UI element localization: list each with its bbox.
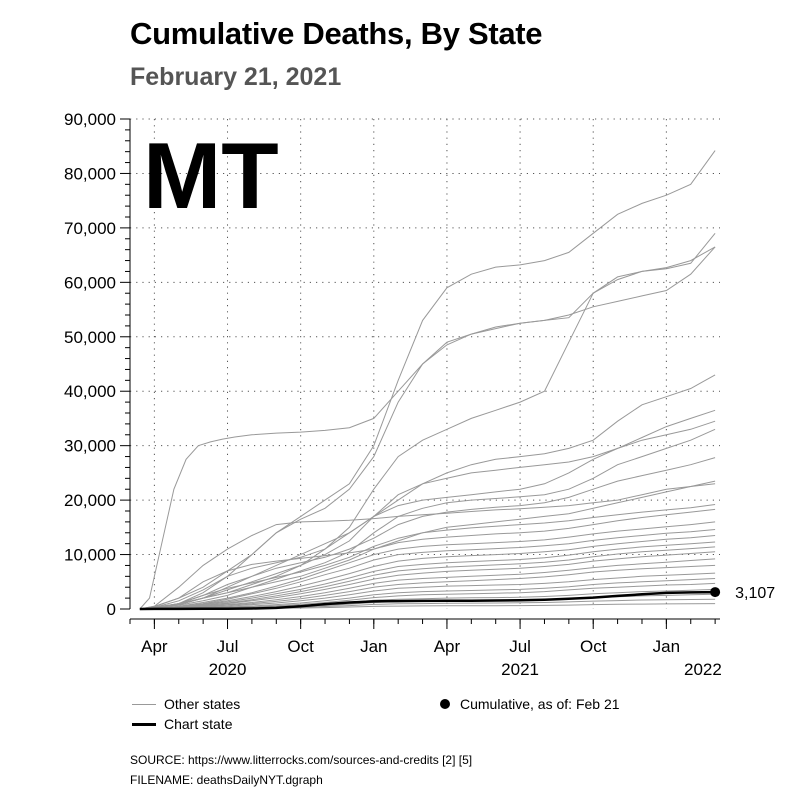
x-tick-label: Oct: [287, 637, 314, 656]
legend-dot-icon: [440, 699, 450, 709]
series-line-other-state: [139, 521, 716, 610]
x-tick-label: Jan: [653, 637, 680, 656]
series-line-other-state: [139, 374, 716, 610]
series-line-other-state: [139, 428, 716, 610]
series-line-other-state: [139, 457, 716, 610]
legend-chart-state: Chart state: [132, 716, 232, 732]
legend-cumulative: Cumulative, as of: Feb 21: [440, 696, 620, 712]
series-line-other-state: [139, 246, 716, 610]
legend-cumulative-label: Cumulative, as of: Feb 21: [460, 696, 620, 712]
footer-source: SOURCE: https://www.litterrocks.com/sour…: [130, 753, 473, 767]
series-line-other-state: [139, 558, 716, 610]
y-tick-label: 20,000: [64, 491, 116, 510]
series-line-other-state: [139, 420, 716, 610]
x-tick-label: Apr: [141, 637, 168, 656]
final-value-label: 3,107: [735, 585, 775, 602]
x-tick-label: Jul: [217, 637, 239, 656]
series-line-other-state: [139, 480, 716, 610]
x-year-label: 2020: [209, 660, 247, 679]
chart-title: Cumulative Deaths, By State: [130, 16, 543, 51]
legend-other-states: Other states: [132, 696, 240, 712]
y-tick-label: 60,000: [64, 273, 116, 292]
series-line-other-state: [139, 564, 716, 610]
y-tick-label: 80,000: [64, 164, 116, 183]
series-line-other-state: [139, 572, 716, 610]
y-tick-label: 0: [107, 600, 116, 619]
legend-chart-label: Chart state: [164, 716, 233, 732]
series-line-other-state: [139, 246, 716, 610]
series-line-other-state: [139, 504, 716, 610]
state-label: MT: [143, 123, 279, 228]
legend-chart-swatch: [132, 722, 156, 726]
x-year-label: 2021: [501, 660, 539, 679]
y-tick-label: 90,000: [64, 110, 116, 129]
series-line-other-state: [139, 551, 716, 610]
series-line-other-state: [139, 529, 716, 610]
series-line-other-state: [139, 546, 716, 610]
y-tick-label: 50,000: [64, 328, 116, 347]
series-line-chart-state: [139, 590, 716, 611]
series-line-other-state: [139, 483, 716, 610]
series-line-other-state: [139, 535, 716, 610]
x-tick-label: Oct: [580, 637, 607, 656]
y-tick-label: 30,000: [64, 437, 116, 456]
x-tick-label: Jul: [509, 637, 531, 656]
y-tick-label: 10,000: [64, 546, 116, 565]
y-tick-label: 40,000: [64, 382, 116, 401]
final-value-dot: [710, 587, 721, 598]
y-tick-label: 70,000: [64, 219, 116, 238]
chart-subtitle: February 21, 2021: [130, 63, 342, 91]
footer-filename: FILENAME: deathsDailyNYT.dgraph: [130, 773, 323, 787]
x-year-label: 2022: [684, 660, 722, 679]
legend-other-label: Other states: [164, 696, 241, 712]
legend-other-swatch: [132, 703, 156, 705]
x-tick-label: Jan: [360, 637, 387, 656]
series-line-other-state: [139, 409, 716, 610]
series-line-other-state: [139, 508, 716, 610]
x-tick-label: Apr: [434, 637, 461, 656]
series-line-other-state: [139, 541, 716, 610]
